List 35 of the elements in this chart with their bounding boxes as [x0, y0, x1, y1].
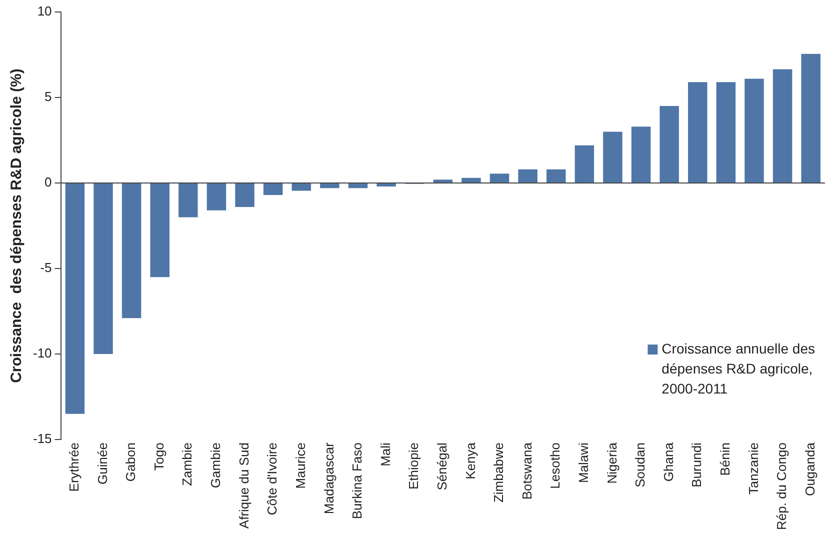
x-tick-label: Ghana: [660, 442, 676, 482]
x-tick-label: Nigeria: [604, 442, 620, 484]
x-tick-label: Madagascar: [321, 442, 336, 514]
x-tick-label: Zambie: [180, 442, 195, 486]
x-tick-label: Malawi: [576, 442, 591, 484]
x-tick-label: Mali: [378, 442, 393, 466]
x-tick-label: Bénin: [718, 442, 733, 476]
x-tick-label: Lesotho: [548, 442, 563, 489]
x-tick-label: Zimbabwe: [491, 442, 506, 503]
x-tick-label: Guinée: [94, 442, 110, 484]
y-tick-label: 10: [37, 4, 52, 19]
x-tick-label: Soudan: [632, 442, 648, 488]
y-tick-label: -15: [32, 431, 52, 446]
x-tick-label: Kenya: [462, 442, 478, 480]
x-tick-label: Afrique du Sud: [236, 442, 252, 529]
x-tick-label: Côte d'Ivoire: [264, 442, 280, 516]
x-tick-label: Sénégal: [434, 442, 450, 490]
x-tick-label: Ouganda: [802, 442, 818, 496]
x-tick-label: Maurice: [292, 442, 308, 489]
legend-label: Croissance annuelle des dépenses R&D agricole, 2000-2011: [662, 340, 816, 396]
y-tick-label: -5: [40, 260, 52, 276]
x-tick-label: Rép. du Congo: [774, 442, 790, 530]
x-tick-label: Togo: [151, 442, 166, 471]
x-tick-label: Gambie: [208, 442, 224, 488]
x-tick-label: Tanzanie: [746, 442, 761, 495]
y-tick-label: 0: [44, 174, 52, 190]
y-axis-title: Croissance des dépenses R&D agricole (%): [8, 68, 26, 383]
y-tick-label: 5: [44, 89, 52, 104]
x-tick-label: Ethiopie: [406, 442, 422, 490]
y-tick-label: -10: [32, 346, 52, 361]
x-tick-label: Botswana: [519, 442, 534, 500]
x-tick-label: Gabon: [123, 442, 138, 482]
x-tick-label: Erythrée: [66, 442, 82, 492]
x-tick-label: Burkina Faso: [350, 442, 365, 520]
x-tick-label: Burundi: [689, 442, 704, 488]
